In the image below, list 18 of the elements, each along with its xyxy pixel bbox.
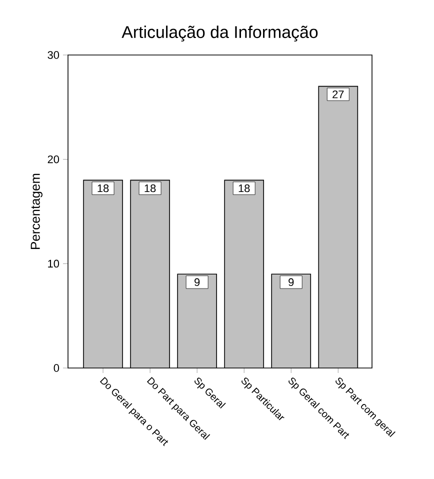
data-label: 9	[288, 278, 294, 286]
bar	[224, 180, 264, 368]
data-label: 18	[144, 184, 156, 192]
data-label: 9	[194, 278, 200, 286]
bar	[84, 180, 123, 368]
bar	[178, 274, 217, 368]
data-label: 18	[98, 184, 109, 192]
data-label: 27	[332, 90, 344, 98]
y-tick-label: 0	[54, 364, 60, 372]
y-tick-label: 30	[48, 51, 60, 59]
bar	[272, 274, 311, 368]
bar	[318, 86, 358, 368]
chart-title: Articulação da Informação	[122, 26, 318, 42]
data-label: 18	[238, 184, 250, 192]
y-tick-label: 10	[48, 260, 60, 268]
bar	[130, 180, 170, 368]
y-tick-label: 20	[48, 155, 60, 164]
y-axis-title: Percentagem	[30, 174, 42, 249]
